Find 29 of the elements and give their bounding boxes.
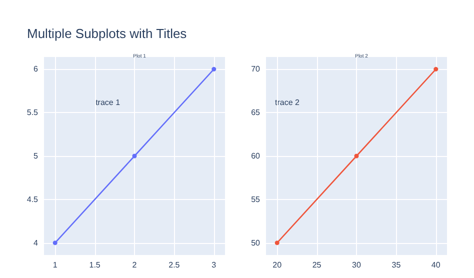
y-tick-label: 4 bbox=[34, 238, 39, 248]
y-tick-label: 60 bbox=[251, 152, 261, 160]
y-tick-label: 65 bbox=[251, 108, 261, 118]
chart-title: Multiple Subplots with Titles bbox=[27, 26, 188, 41]
x-tick-label: 3 bbox=[212, 260, 217, 270]
y-tick-label: 55 bbox=[251, 194, 261, 204]
x-tick-label: 40 bbox=[431, 260, 441, 270]
y-tick-label: 4.5 bbox=[26, 194, 39, 204]
point bbox=[434, 66, 438, 72]
y-tick-label: 50 bbox=[251, 238, 261, 248]
annotation: trace 2 bbox=[275, 98, 300, 108]
x-tick-label: 2.5 bbox=[168, 260, 180, 270]
point bbox=[274, 240, 280, 246]
y-tick-label: 5.5 bbox=[26, 108, 39, 118]
x-tick-label: 20 bbox=[272, 260, 282, 270]
annotation: trace 1 bbox=[96, 98, 121, 108]
y-tick-label: 6 bbox=[34, 64, 39, 74]
x-tick-label: 25 bbox=[312, 260, 322, 270]
x-tick-label: 2 bbox=[132, 260, 138, 270]
point bbox=[52, 240, 58, 246]
point bbox=[354, 154, 359, 158]
y-tick-label: 70 bbox=[251, 64, 261, 74]
x-tick-label: 1.5 bbox=[89, 260, 101, 270]
point bbox=[212, 66, 216, 72]
point bbox=[132, 154, 137, 158]
x-tick-label: 30 bbox=[352, 260, 362, 270]
x-tick-label: 35 bbox=[392, 260, 402, 270]
y-tick-label: 5 bbox=[34, 152, 39, 160]
x-tick-label: 1 bbox=[52, 260, 58, 270]
